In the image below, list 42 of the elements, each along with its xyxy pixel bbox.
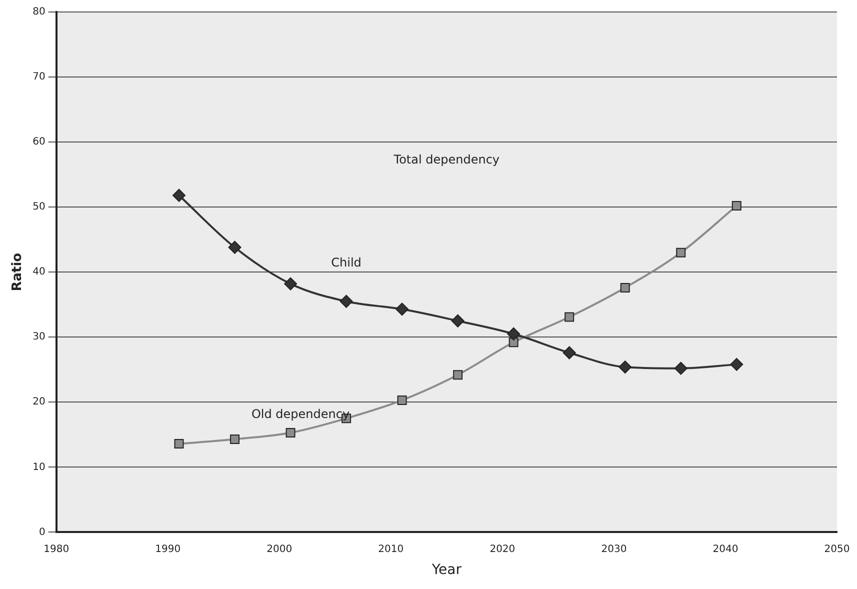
y-tick-label: 70 — [32, 72, 46, 83]
x-tick-label: 2000 — [266, 544, 292, 555]
x-tick-label: 1990 — [155, 544, 181, 555]
point — [396, 302, 409, 316]
y-tick-label: 50 — [32, 202, 46, 213]
y-tick-label: 60 — [32, 136, 46, 148]
point — [730, 358, 744, 371]
x-tick-label: 2030 — [601, 544, 627, 555]
point — [453, 370, 463, 380]
y-axis-title: Ratio — [10, 252, 26, 292]
point — [172, 188, 186, 202]
text: Child — [331, 255, 362, 270]
x-axis-title: Year — [430, 562, 462, 578]
y-tick-label: 20 — [32, 396, 46, 408]
point — [228, 240, 242, 254]
point — [674, 362, 688, 375]
point — [230, 434, 240, 444]
point — [618, 360, 632, 374]
annotation: Total dependency — [392, 152, 500, 166]
point — [451, 314, 464, 328]
point — [676, 248, 686, 258]
x-tick-label: 1980 — [44, 544, 70, 555]
point — [340, 294, 353, 308]
point — [507, 327, 520, 340]
series-label: Old dependency — [251, 406, 350, 421]
point — [397, 395, 407, 405]
y-tick-label: 80 — [32, 6, 46, 18]
point — [284, 277, 298, 290]
x-tick-label: 2040 — [712, 544, 738, 555]
x-tick-label: 2050 — [824, 544, 850, 555]
y-tick-label: 0 — [38, 526, 46, 538]
point — [174, 439, 184, 449]
point — [564, 312, 574, 322]
point — [620, 282, 630, 292]
x-tick-label: 2010 — [378, 544, 404, 555]
y-tick-label: 40 — [32, 266, 46, 278]
x-tick-label: 2020 — [490, 544, 516, 555]
point — [286, 428, 296, 438]
y-tick-label: 10 — [32, 462, 46, 473]
y-tick-label: 30 — [32, 332, 46, 343]
point — [562, 346, 576, 360]
point — [732, 201, 742, 211]
